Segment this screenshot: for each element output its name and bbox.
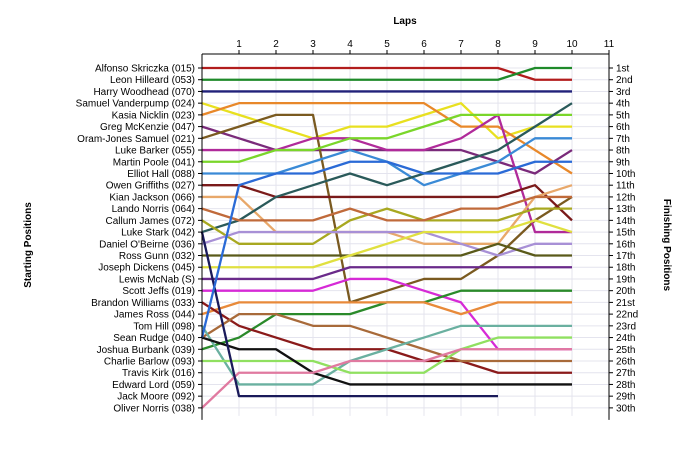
driver-start-label: Tom Hill (098) bbox=[133, 321, 195, 332]
finish-position-label: 29th bbox=[616, 392, 635, 403]
finish-position-label: 10th bbox=[616, 169, 635, 180]
lap-tick-label: 2 bbox=[273, 39, 279, 50]
driver-start-label: Martin Poole (041) bbox=[113, 157, 195, 168]
series-line bbox=[200, 231, 498, 398]
lap-tick-label: 9 bbox=[532, 39, 538, 50]
series-line bbox=[202, 66, 572, 81]
driver-start-label: Oram-Jones Samuel (021) bbox=[77, 134, 195, 145]
finish-position-label: 6th bbox=[616, 122, 630, 133]
finish-position-label: 23rd bbox=[616, 321, 636, 332]
driver-start-label: Callum James (072) bbox=[106, 216, 195, 227]
driver-start-label: Luke Barker (055) bbox=[115, 146, 195, 157]
driver-start-label: Sean Rudge (040) bbox=[113, 333, 195, 344]
lap-tick-label: 6 bbox=[421, 39, 427, 50]
driver-start-label: Travis Kirk (016) bbox=[122, 368, 195, 379]
driver-start-label: Joseph Dickens (045) bbox=[98, 263, 195, 274]
driver-start-label: Daniel O'Beirne (036) bbox=[99, 239, 195, 250]
finish-position-label: 4th bbox=[616, 99, 630, 110]
driver-start-label: Jack Moore (092) bbox=[117, 392, 195, 403]
lap-tick-label: 11 bbox=[604, 39, 615, 50]
finish-position-label: 17th bbox=[616, 251, 635, 262]
finish-position-label: 5th bbox=[616, 110, 630, 121]
driver-start-label: Kasia Nicklin (023) bbox=[112, 110, 195, 121]
lap-tick-label: 5 bbox=[384, 39, 390, 50]
finish-position-label: 28th bbox=[616, 380, 635, 391]
y-axis-left-label: Starting Positions bbox=[23, 202, 34, 288]
series-line bbox=[201, 207, 572, 245]
driver-start-label: Oliver Norris (038) bbox=[113, 403, 195, 414]
series-line bbox=[201, 301, 572, 316]
driver-start-label: Edward Lord (059) bbox=[112, 380, 195, 391]
finish-position-label: 25th bbox=[616, 345, 635, 356]
series-line bbox=[202, 242, 572, 257]
lap-tick-label: 8 bbox=[495, 39, 501, 50]
finish-position-label: 8th bbox=[616, 146, 630, 157]
driver-start-label: Kian Jackson (066) bbox=[109, 192, 195, 203]
series-line bbox=[201, 102, 573, 175]
finish-position-label: 12th bbox=[616, 192, 635, 203]
driver-start-label: Alfonso Skriczka (015) bbox=[95, 64, 195, 75]
driver-start-label: Elliot Hall (088) bbox=[127, 169, 195, 180]
series-line bbox=[201, 230, 572, 257]
chart-title: Laps bbox=[393, 16, 417, 27]
driver-start-label: Scott Jeffs (019) bbox=[122, 286, 195, 297]
series-line bbox=[202, 336, 572, 374]
driver-start-label: Luke Stark (042) bbox=[121, 228, 195, 239]
finish-position-label: 26th bbox=[616, 357, 635, 368]
finish-position-label: 7th bbox=[616, 134, 630, 145]
y-axis-right-label: Finishing Positions bbox=[661, 199, 672, 292]
series-line bbox=[202, 113, 572, 163]
series-line bbox=[200, 160, 572, 338]
finish-position-label: 20th bbox=[616, 286, 635, 297]
driver-start-label: Greg McKenzie (047) bbox=[100, 122, 195, 133]
finish-position-label: 1st bbox=[616, 64, 630, 75]
finish-position-label: 9th bbox=[616, 157, 630, 168]
axes: 1 2 3 4 5 6 7 8 9 10 11 Alfonso Skriczka (015)Leon … bbox=[76, 39, 638, 420]
finish-position-label: 2nd bbox=[616, 75, 633, 86]
lap-tick-label: 4 bbox=[347, 39, 353, 50]
finish-position-label: 22nd bbox=[616, 310, 638, 321]
series-line bbox=[201, 324, 572, 386]
finish-position-label: 11th bbox=[616, 181, 635, 192]
lap-tick-label: 1 bbox=[236, 39, 242, 50]
series-line bbox=[201, 113, 573, 304]
finish-position-label: 18th bbox=[616, 263, 635, 274]
series-line bbox=[202, 219, 573, 269]
finish-position-label: 27th bbox=[616, 368, 635, 379]
driver-start-label: Joshua Burbank (039) bbox=[97, 345, 195, 356]
series-line bbox=[201, 312, 572, 363]
series-line bbox=[201, 102, 573, 234]
lap-tick-label: 10 bbox=[566, 39, 578, 50]
driver-start-label: Brandon Williams (033) bbox=[91, 298, 195, 309]
series-line bbox=[202, 184, 573, 222]
series-line bbox=[201, 195, 572, 222]
series-line bbox=[201, 336, 572, 386]
series-line bbox=[201, 348, 572, 409]
finish-position-label: 21st bbox=[616, 298, 635, 309]
finish-position-label: 19th bbox=[616, 274, 635, 285]
driver-start-label: Lewis McNab (S) bbox=[119, 274, 195, 285]
driver-start-label: Leon Hilleard (053) bbox=[110, 75, 195, 86]
finish-position-label: 30th bbox=[616, 403, 635, 414]
driver-start-label: James Ross (044) bbox=[114, 310, 195, 321]
driver-start-label: Charlie Barlow (093) bbox=[104, 357, 195, 368]
driver-start-label: Owen Griffiths (027) bbox=[106, 181, 195, 192]
driver-start-label: Lando Norris (064) bbox=[112, 204, 195, 215]
series-line bbox=[202, 66, 572, 81]
finish-position-label: 15th bbox=[616, 228, 635, 239]
driver-start-label: Ross Gunn (032) bbox=[119, 251, 195, 262]
finish-position-label: 13th bbox=[616, 204, 635, 215]
finish-position-label: 24th bbox=[616, 333, 635, 344]
series-line bbox=[202, 266, 572, 281]
lap-tick-label: 3 bbox=[310, 39, 316, 50]
finish-position-label: 16th bbox=[616, 239, 635, 250]
finish-position-label: 3rd bbox=[616, 87, 630, 98]
series-lines bbox=[200, 66, 573, 409]
finish-position-label: 14th bbox=[616, 216, 635, 227]
driver-start-label: Harry Woodhead (070) bbox=[93, 87, 195, 98]
driver-start-label: Samuel Vanderpump (024) bbox=[76, 99, 195, 110]
lap-tick-label: 7 bbox=[458, 39, 464, 50]
